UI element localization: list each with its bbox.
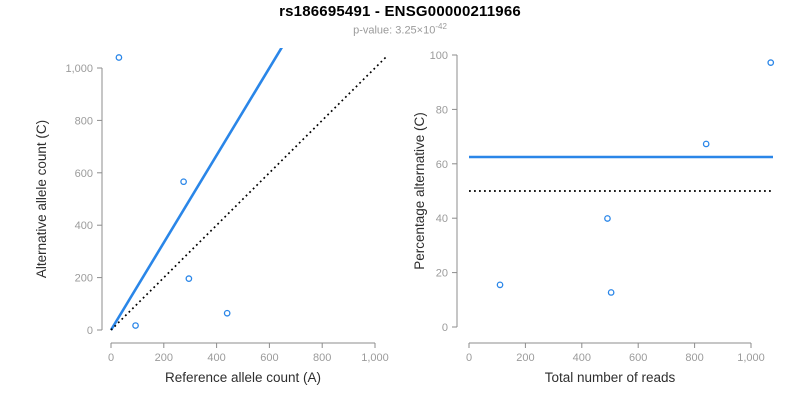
x-tick-label: 0 (466, 352, 472, 364)
y-tick-label: 800 (75, 115, 93, 127)
figure-title: rs186695491 - ENSG00000211966 (279, 3, 521, 20)
y-tick-label: 20 (436, 268, 448, 280)
data-point (185, 275, 193, 282)
data-point (496, 281, 504, 289)
data-point (702, 140, 710, 148)
x-tick-label: 200 (155, 352, 173, 364)
y-tick-label: 200 (75, 273, 93, 285)
x-tick-label: 1,000 (361, 352, 389, 364)
identity-line (110, 54, 389, 331)
y-tick-label: 1,000 (65, 63, 93, 75)
data-point (767, 59, 775, 66)
y-axis-title: Alternative allele count (C) (34, 120, 49, 278)
x-tick-label: 200 (516, 352, 534, 364)
pvalue-exponent: -42 (435, 22, 447, 31)
data-point (180, 178, 187, 186)
y-tick-label: 0 (442, 322, 448, 334)
x-tick-label: 0 (108, 352, 114, 364)
y-tick-label: 100 (430, 50, 448, 62)
fitted-allele-ratio-line (109, 48, 283, 331)
y-tick-label: 0 (87, 325, 93, 337)
x-tick-label: 400 (573, 352, 591, 364)
y-tick-label: 400 (75, 220, 93, 232)
y-tick-label: 40 (436, 213, 448, 225)
pvalue-text: p-value: 3.25×10 (353, 24, 436, 37)
x-tick-label: 600 (629, 352, 647, 364)
y-axis-title: Percentage alternative (C) (412, 112, 427, 270)
allele-count-scatter: 0 200 400 600 800 1,000 0 200 400 600 800 1,000 Refe… (34, 48, 389, 385)
data-point (607, 289, 615, 296)
data-point (115, 54, 123, 61)
x-axis-title: Reference allele count (A) (165, 370, 321, 385)
y-tick-label: 600 (75, 168, 93, 180)
x-tick-label: 800 (685, 352, 703, 364)
y-tick-label: 60 (436, 159, 448, 171)
y-tick-label: 80 (436, 104, 448, 116)
x-tick-label: 600 (260, 352, 278, 364)
data-point (132, 322, 139, 329)
figure-header: rs186695491 - ENSG00000211966 p-value: 3… (0, 3, 800, 37)
percentage-alternative-scatter: 0 20 40 60 80 100 0 200 400 600 800 1,000 Total numb… (412, 50, 775, 385)
figure-subtitle: p-value: 3.25×10-42 (0, 22, 800, 37)
data-point (604, 215, 611, 222)
x-tick-label: 1,000 (737, 352, 765, 364)
data-point (223, 309, 231, 317)
x-tick-label: 800 (313, 352, 331, 364)
x-axis-title: Total number of reads (545, 370, 676, 385)
x-tick-label: 400 (207, 352, 225, 364)
